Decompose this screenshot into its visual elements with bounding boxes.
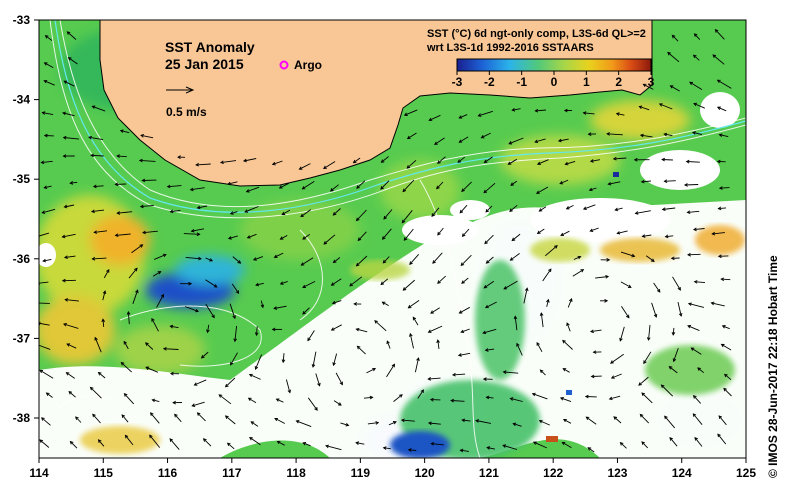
colorbar-tick-label: -1	[516, 75, 527, 89]
lon-tick-label: 118	[286, 466, 306, 480]
longitude-axis: 114 115 116 117 118 119 120 121 122 123 124 125	[29, 458, 756, 480]
colorbar-tick-label: -3	[452, 75, 463, 89]
lat-tick-label: -36	[13, 252, 31, 266]
map-date: 25 Jan 2015	[165, 56, 244, 72]
argo-label: Argo	[294, 58, 322, 72]
colorbar-tick-label: 2	[615, 75, 622, 89]
product-description: SST (°C) 6d ngt-only comp, L3S-6d QL>=2	[427, 28, 646, 40]
current-vector	[664, 181, 675, 182]
current-vector	[688, 254, 701, 255]
credit-line: © IMOS 28-Jun-2017 22:18 Hobart Time	[766, 255, 780, 478]
colorbar-tick-label: 1	[583, 75, 590, 89]
colorbar	[457, 59, 651, 71]
map-title: SST Anomaly	[165, 39, 255, 55]
lat-tick-label: -34	[13, 93, 31, 107]
sst-field	[35, 20, 746, 462]
current-vector	[685, 185, 698, 186]
lon-tick-label: 117	[222, 466, 242, 480]
colorbar-tick-label: 3	[648, 75, 655, 89]
lon-tick-label: 123	[607, 466, 627, 480]
reference-climatology: wrt L3S-1d 1992-2016 SSTAARS	[426, 42, 594, 54]
lon-tick-label: 115	[94, 466, 114, 480]
velocity-scale-label: 0.5 m/s	[166, 105, 207, 119]
lat-tick-label: -33	[13, 13, 31, 27]
colorbar-tick-label: 0	[551, 75, 558, 89]
lon-tick-label: 120	[415, 466, 435, 480]
lon-tick-label: 122	[543, 466, 563, 480]
colorbar-tick-label: -2	[484, 75, 495, 89]
lat-tick-label: -37	[13, 331, 31, 345]
current-vector-head-icon	[35, 302, 38, 305]
lon-tick-label: 114	[29, 466, 49, 480]
lon-tick-label: 124	[672, 466, 692, 480]
latitude-axis: -33 -34 -35 -36 -37 -38	[13, 13, 39, 425]
lon-tick-label: 119	[351, 466, 371, 480]
lon-tick-label: 121	[479, 466, 499, 480]
lat-tick-label: -35	[13, 172, 31, 186]
lon-tick-label: 116	[158, 466, 178, 480]
lat-tick-label: -38	[13, 411, 31, 425]
lon-tick-label: 125	[736, 466, 756, 480]
